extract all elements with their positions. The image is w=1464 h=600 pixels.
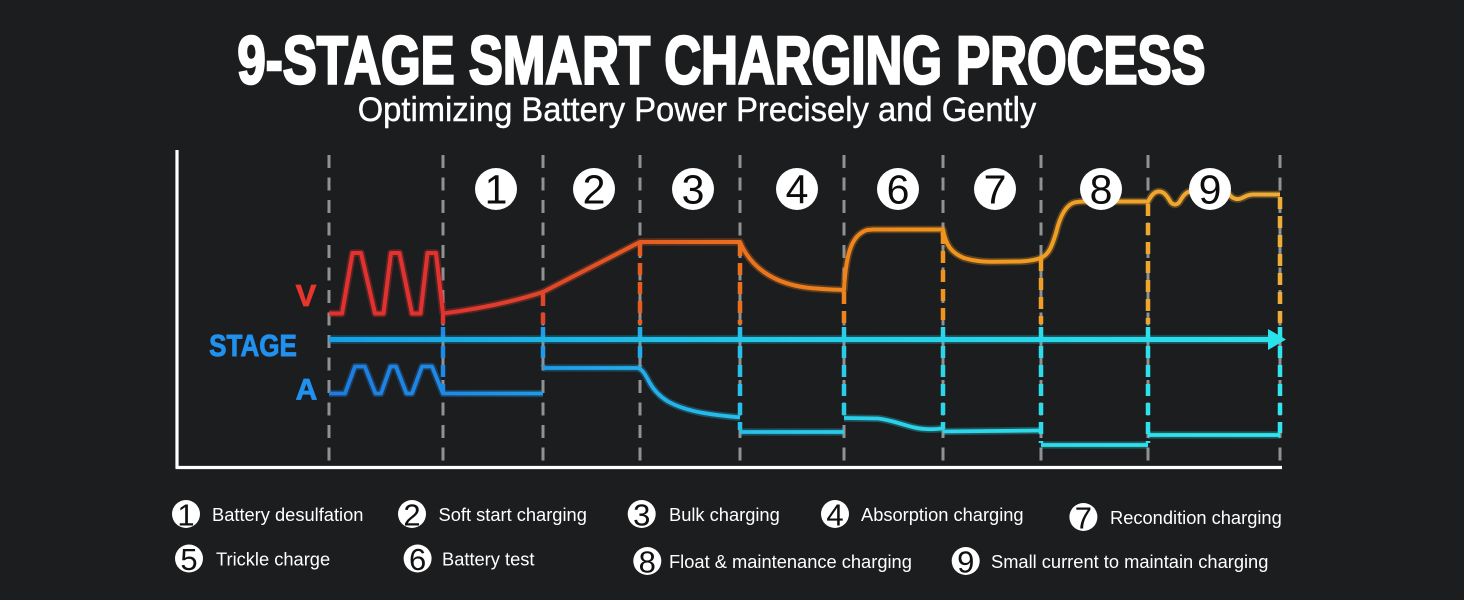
svg-text:Recondition charging: Recondition charging	[1110, 507, 1282, 528]
svg-text:A: A	[296, 374, 318, 407]
svg-text:Bulk charging: Bulk charging	[669, 504, 780, 525]
svg-text:9-STAGE SMART CHARGING PROCESS: 9-STAGE SMART CHARGING PROCESS	[237, 22, 1205, 98]
svg-text:Battery test: Battery test	[442, 549, 534, 570]
svg-text:Battery desulfation: Battery desulfation	[212, 504, 363, 525]
svg-text:4: 4	[826, 498, 843, 533]
svg-text:Float & maintenance charging: Float & maintenance charging	[669, 551, 912, 572]
svg-text:8: 8	[1090, 167, 1113, 213]
svg-text:7: 7	[1075, 501, 1092, 536]
svg-text:Soft start charging: Soft start charging	[439, 504, 587, 525]
svg-text:2: 2	[403, 498, 420, 533]
svg-text:7: 7	[984, 167, 1007, 213]
svg-text:9: 9	[957, 545, 974, 580]
svg-text:STAGE: STAGE	[209, 329, 297, 364]
svg-text:Trickle charge: Trickle charge	[216, 549, 330, 570]
svg-text:Absorption charging: Absorption charging	[861, 504, 1024, 525]
svg-text:Optimizing Battery Power Preci: Optimizing Battery Power Precisely and G…	[358, 91, 1037, 129]
svg-text:3: 3	[633, 498, 650, 533]
svg-text:Small current to maintain char: Small current to maintain charging	[991, 551, 1268, 572]
svg-text:5: 5	[180, 542, 197, 577]
svg-text:1: 1	[485, 167, 508, 213]
svg-text:8: 8	[639, 545, 656, 580]
svg-text:6: 6	[409, 542, 426, 577]
svg-text:V: V	[296, 278, 317, 313]
svg-text:6: 6	[887, 167, 910, 213]
svg-text:3: 3	[682, 167, 705, 213]
svg-text:2: 2	[583, 167, 606, 213]
svg-text:1: 1	[177, 498, 194, 533]
svg-text:9: 9	[1199, 167, 1222, 213]
svg-text:4: 4	[786, 167, 809, 213]
